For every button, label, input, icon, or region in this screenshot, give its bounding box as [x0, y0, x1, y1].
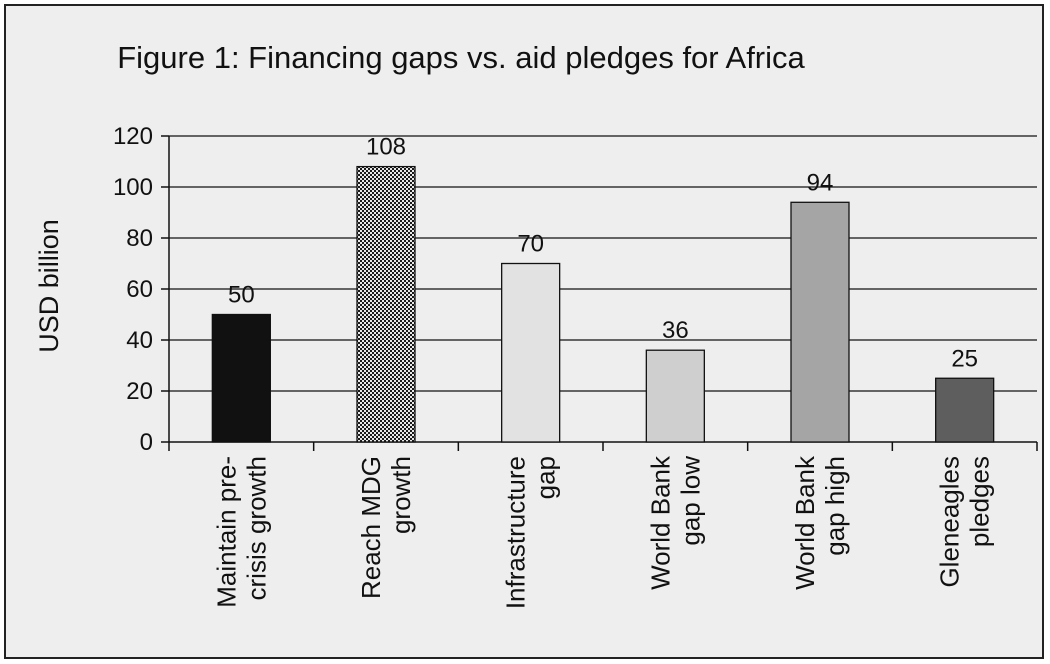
- bars: [211, 165, 995, 443]
- category-label: gap: [531, 456, 561, 499]
- labels: 0 20 40 60 80 100 120 50 Maintain pre-crisis gro…: [113, 123, 995, 609]
- category-label: gap high: [820, 456, 850, 556]
- bar: [501, 262, 561, 443]
- y-tick-label: 100: [113, 174, 153, 201]
- category-label: World Bank: [645, 455, 675, 590]
- y-tick-label: 60: [126, 276, 153, 303]
- category-label: gap low: [675, 456, 705, 546]
- y-tick-label: 0: [140, 429, 153, 456]
- data-label: 108: [366, 134, 406, 161]
- category-label: pledges: [965, 456, 995, 547]
- y-axis-label: USD billion: [34, 219, 64, 353]
- category-label: growth: [386, 456, 416, 534]
- y-tick-label: 40: [126, 327, 153, 354]
- bar: [211, 313, 271, 443]
- bar-chart: Figure 1: Financing gaps vs. aid pledges…: [34, 40, 1038, 609]
- category-label: World Bank: [790, 455, 820, 590]
- grid-lines: [169, 135, 1037, 392]
- chart-frame: Figure 1: Financing gaps vs. aid pledges…: [4, 4, 1044, 659]
- data-label: 25: [951, 345, 978, 372]
- axes: [161, 135, 1038, 451]
- chart-title: Figure 1: Financing gaps vs. aid pledges…: [117, 40, 805, 75]
- bar: [645, 349, 705, 443]
- category-label: Reach MDG: [356, 456, 386, 599]
- y-tick-label: 120: [113, 123, 153, 150]
- data-label: 94: [807, 169, 834, 196]
- category-label: Maintain pre-: [211, 456, 241, 608]
- data-label: 36: [662, 317, 689, 344]
- y-tick-label: 80: [126, 225, 153, 252]
- category-label: Gleneagles: [935, 456, 965, 588]
- bar: [935, 377, 995, 443]
- data-label: 50: [228, 282, 255, 309]
- y-tick-label: 20: [126, 378, 153, 405]
- bar: [356, 165, 416, 443]
- data-label: 70: [517, 231, 544, 258]
- bar: [790, 201, 850, 443]
- category-label: Infrastructure: [501, 456, 531, 609]
- category-label: crisis growth: [241, 456, 271, 600]
